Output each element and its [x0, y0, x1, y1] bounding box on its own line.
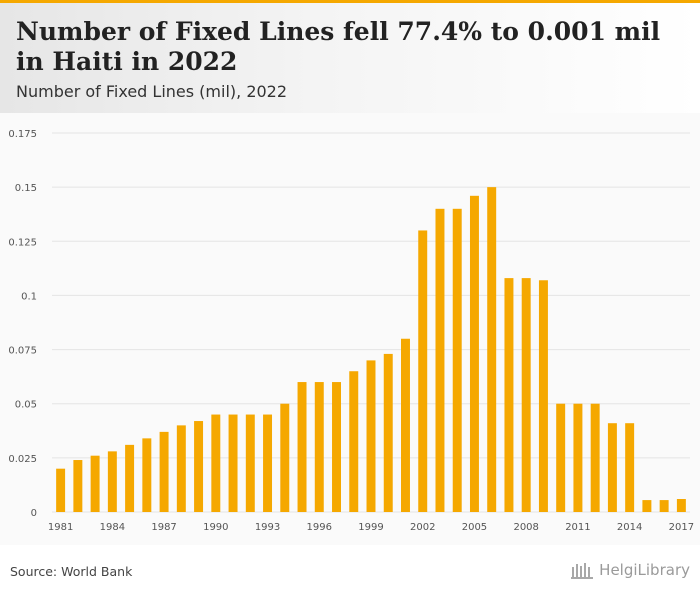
- x-tick-label: 2008: [513, 522, 538, 533]
- y-axis-ticks: 0 0.025 0.05 0.075 0.1 0.125 0.15 0.175: [8, 129, 37, 519]
- bar-2016: [659, 500, 669, 512]
- bar-1999: [366, 360, 376, 512]
- bar-1992: [245, 414, 255, 512]
- y-tick-label: 0.05: [15, 400, 37, 411]
- x-tick-label: 1990: [203, 522, 228, 533]
- x-tick-label: 1999: [358, 522, 383, 533]
- x-tick-label: 2017: [669, 522, 694, 533]
- bar-1997: [332, 382, 341, 512]
- gridlines: [52, 132, 690, 513]
- bar-2004: [452, 208, 462, 513]
- bar-1988: [176, 425, 186, 512]
- bar-2005: [469, 195, 479, 512]
- bar-1994: [280, 403, 290, 512]
- brand-logo[interactable]: HelgiLibrary: [571, 561, 690, 579]
- brand-name: HelgiLibrary: [599, 561, 690, 579]
- top-accent-bar: [0, 0, 700, 3]
- bar-2017: [676, 499, 686, 512]
- chart-header: Number of Fixed Lines fell 77.4% to 0.00…: [0, 3, 700, 113]
- bar-1982: [73, 460, 83, 512]
- bar-1986: [142, 438, 152, 512]
- chart-title: Number of Fixed Lines fell 77.4% to 0.00…: [16, 17, 661, 76]
- bar-1991: [228, 414, 238, 512]
- bar-1998: [349, 371, 359, 512]
- bars: [56, 187, 686, 513]
- bar-1985: [125, 444, 135, 512]
- bar-2006: [487, 187, 497, 512]
- bar-2012: [590, 403, 600, 512]
- bar-2011: [573, 403, 583, 512]
- y-tick-label: 0.125: [8, 237, 37, 248]
- bar-2014: [625, 423, 635, 512]
- bar-2002: [418, 230, 428, 512]
- bar-1990: [211, 414, 221, 512]
- x-tick-label: 1987: [151, 522, 176, 533]
- bar-1984: [107, 451, 117, 512]
- bar-2003: [435, 208, 445, 513]
- y-tick-label: 0.175: [8, 129, 37, 140]
- bar-2009: [538, 280, 548, 512]
- x-tick-label: 2014: [617, 522, 642, 533]
- bar-2008: [521, 278, 531, 512]
- bar-1996: [314, 382, 324, 512]
- x-tick-label: 2002: [410, 522, 435, 533]
- x-tick-label: 2005: [462, 522, 487, 533]
- y-tick-label: 0.1: [21, 291, 37, 302]
- bar-1993: [263, 414, 273, 512]
- y-tick-label: 0.025: [8, 454, 37, 465]
- source-note: Source: World Bank: [10, 564, 133, 579]
- bar-1995: [297, 382, 307, 512]
- bar-1981: [56, 468, 66, 512]
- y-tick-label: 0.075: [8, 346, 37, 357]
- x-axis-ticks: 1981 1984 1987 1990 1993 1996 1999 2002 2005 2008…: [48, 522, 694, 533]
- bar-1989: [194, 421, 204, 512]
- x-tick-label: 1993: [255, 522, 280, 533]
- library-icon: [571, 563, 594, 579]
- chart-subtitle: Number of Fixed Lines (mil), 2022: [16, 82, 288, 101]
- x-tick-label: 1981: [48, 522, 73, 533]
- bar-1983: [90, 455, 100, 512]
- x-tick-label: 1996: [307, 522, 332, 533]
- bar-2001: [401, 338, 410, 512]
- bar-2010: [556, 403, 566, 512]
- bar-2000: [383, 353, 393, 512]
- bar-1987: [159, 431, 169, 512]
- x-tick-label: 2011: [565, 522, 590, 533]
- y-tick-label: 0.15: [15, 183, 37, 194]
- x-tick-label: 1984: [100, 522, 125, 533]
- bar-2013: [607, 423, 617, 512]
- bar-2007: [504, 278, 514, 512]
- bar-2015: [642, 500, 652, 512]
- y-tick-label: 0: [31, 508, 37, 519]
